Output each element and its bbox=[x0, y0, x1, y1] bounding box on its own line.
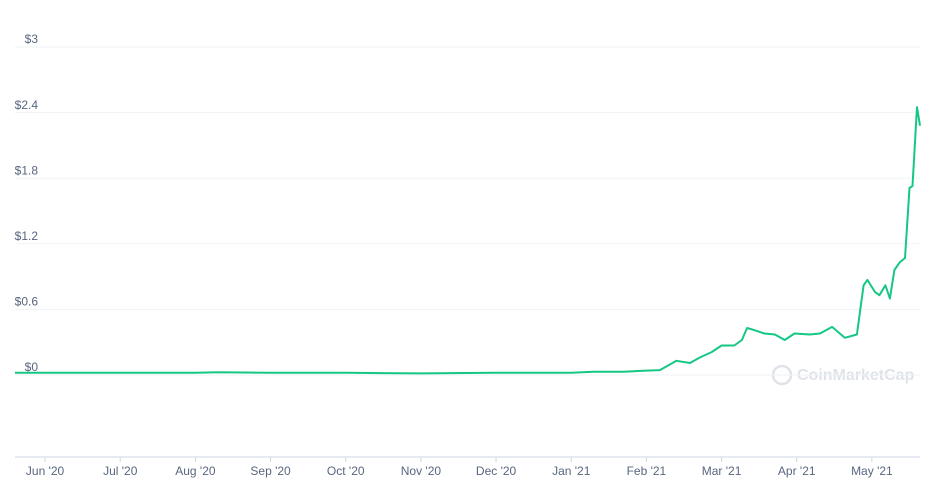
y-tick-label: $0.6 bbox=[15, 295, 39, 309]
x-tick-label: Dec '20 bbox=[476, 464, 517, 478]
y-tick-label: $2.4 bbox=[15, 98, 39, 112]
x-tick-label: Oct '20 bbox=[327, 464, 365, 478]
x-tick-label: Sep '20 bbox=[250, 464, 291, 478]
y-tick-label: $1.2 bbox=[15, 229, 39, 243]
y-tick-label: $0 bbox=[25, 360, 39, 374]
x-tick-label: May '21 bbox=[851, 464, 893, 478]
watermark-text: CoinMarketCap bbox=[797, 367, 915, 384]
x-tick-label: Feb '21 bbox=[627, 464, 667, 478]
x-tick-label: Jul '20 bbox=[103, 464, 138, 478]
x-tick-label: Mar '21 bbox=[702, 464, 742, 478]
x-tick-label: Jun '20 bbox=[26, 464, 65, 478]
y-tick-label: $3 bbox=[25, 32, 39, 46]
x-tick-label: Nov '20 bbox=[401, 464, 442, 478]
x-tick-label: Aug '20 bbox=[175, 464, 216, 478]
price-line bbox=[15, 106, 921, 375]
x-tick-label: Jan '21 bbox=[552, 464, 591, 478]
x-tick-label: Apr '21 bbox=[778, 464, 816, 478]
y-tick-label: $1.8 bbox=[15, 163, 39, 177]
